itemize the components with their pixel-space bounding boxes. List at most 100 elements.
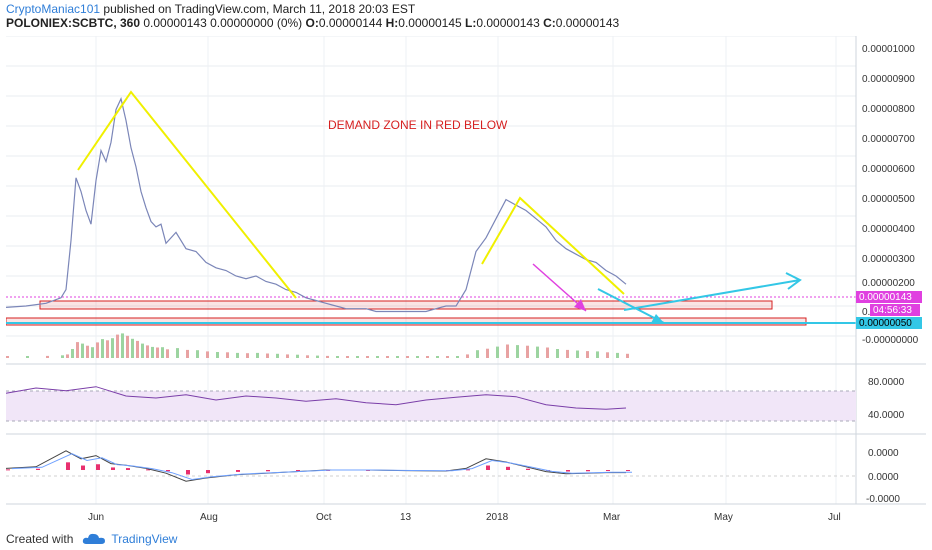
rsi-series-line <box>5 386 627 410</box>
magenta-arrow <box>532 263 587 312</box>
annotation-text: DEMAND ZONE IN RED BELOW <box>328 118 508 132</box>
volume-bar <box>266 353 269 358</box>
macd-hist-bar <box>236 470 240 472</box>
macd-hist-bar <box>206 470 210 474</box>
volume-bar <box>236 352 239 358</box>
wedge-left <box>77 90 297 299</box>
created-with-text: Created with <box>6 532 74 546</box>
footer: Created with TradingView <box>6 528 306 550</box>
volume-bar <box>106 340 109 358</box>
volume-bar <box>606 352 609 358</box>
author-link[interactable]: CryptoManiac101 <box>6 2 101 16</box>
volume-bar <box>446 356 449 358</box>
x-tick: Oct <box>316 512 332 523</box>
y-tick: 0.00000700 <box>862 134 915 145</box>
price-series-line <box>5 96 627 313</box>
volume-bar <box>386 356 389 358</box>
stats-prefix: 0.00000143 0.00000000 (0%) <box>143 16 303 30</box>
volume-bar <box>256 352 259 358</box>
volume-bar <box>436 356 439 358</box>
macd-tick: 0.0000 <box>868 472 899 483</box>
x-tick: Jun <box>88 512 104 523</box>
macd-hist-bar <box>266 470 270 472</box>
y-tick: 0.00001000 <box>862 44 915 55</box>
magenta-arrowhead <box>574 299 586 311</box>
volume-bar <box>316 355 319 358</box>
volume-bar <box>66 354 69 358</box>
macd-hist-bar <box>626 470 630 472</box>
volume-bar <box>486 348 489 358</box>
volume-bar <box>151 346 154 358</box>
close-value: 0.00000143 <box>555 16 620 30</box>
x-tick: Mar <box>603 512 621 523</box>
volume-bar <box>576 350 579 358</box>
volume-bar <box>346 356 349 358</box>
symbol-label: POLONIEX:SCBTC, 360 <box>6 16 141 30</box>
x-tick: Jul <box>828 512 841 523</box>
price-axis: 0.00001000 0.00000900 0.00000800 0.00000… <box>855 36 922 504</box>
high-value: 0.00000145 <box>398 16 462 30</box>
demand-zone-lower <box>5 317 807 326</box>
volume-bar <box>286 354 289 358</box>
chart-header: CryptoManiac101 published on TradingView… <box>6 2 619 30</box>
signal-series-line <box>11 453 632 481</box>
volume-bar <box>226 352 229 358</box>
x-tick: 2018 <box>486 512 509 523</box>
low-value: 0.00000143 <box>476 16 540 30</box>
macd-hist-bar <box>111 467 115 470</box>
macd-hist-bar <box>6 469 10 471</box>
y-tick: 0.00000400 <box>862 224 915 235</box>
volume-bar <box>596 351 599 358</box>
price-tag-current <box>856 291 922 303</box>
wedge-lines <box>77 90 625 299</box>
volume-bar <box>86 345 89 358</box>
volume-bar <box>131 338 134 358</box>
volume-bar <box>76 342 79 358</box>
volume-bar <box>126 335 129 358</box>
y-tick: -0.00000000 <box>862 335 919 346</box>
high-label: H: <box>385 16 399 30</box>
macd-hist-bar <box>566 470 570 472</box>
volume-bar <box>516 345 519 358</box>
chart-frame: DEMAND ZONE IN RED BELOW 0.00001000 0.00… <box>5 35 926 526</box>
cyan-arrow-up <box>623 279 801 311</box>
volume-bar <box>536 346 539 358</box>
demand-zone-upper <box>39 300 773 310</box>
macd-hist-bar <box>166 470 170 472</box>
countdown-tag <box>870 304 920 316</box>
volume-bar <box>96 342 99 358</box>
rsi-band <box>6 391 856 421</box>
tradingview-label: TradingView <box>111 532 178 546</box>
volume-bar <box>6 356 9 358</box>
macd-hist-bar <box>296 470 300 471</box>
volume-bar <box>71 349 74 358</box>
volume-bar <box>376 356 379 358</box>
time-axis: Jun Aug Oct 13 2018 Mar May Jul <box>6 503 926 523</box>
volume-bar <box>496 346 499 358</box>
wedge-right <box>481 196 625 295</box>
rsi-pane: 80.0000 40.0000 <box>5 363 926 422</box>
close-label: C: <box>543 16 556 30</box>
x-tick: 13 <box>400 512 412 523</box>
volume-bar <box>406 356 409 358</box>
tradingview-cloud-icon <box>83 533 106 544</box>
volume-bar <box>556 349 559 358</box>
low-label: L: <box>465 16 477 30</box>
volume-bar <box>111 338 114 358</box>
cyan-arrowhead-down <box>651 314 664 323</box>
cyan-arrowhead-up <box>785 272 802 290</box>
macd-hist-bar <box>586 470 590 472</box>
volume-bar <box>296 354 299 358</box>
volume-bar <box>476 350 479 358</box>
tradingview-brand[interactable]: TradingView <box>81 532 177 546</box>
macd-hist-bar <box>96 464 100 470</box>
macd-hist-bar <box>36 468 40 470</box>
macd-hist-bar <box>66 462 70 470</box>
chart-svg[interactable]: DEMAND ZONE IN RED BELOW 0.00001000 0.00… <box>5 35 926 526</box>
y-tick: 0.0 <box>862 307 876 318</box>
y-tick: 0.00000500 <box>862 194 915 205</box>
macd-hist-bar <box>486 465 490 470</box>
ohlc-line: POLONIEX:SCBTC, 360 0.00000143 0.0000000… <box>6 16 619 30</box>
volume-bar <box>396 356 399 358</box>
volume-bar <box>416 356 419 358</box>
